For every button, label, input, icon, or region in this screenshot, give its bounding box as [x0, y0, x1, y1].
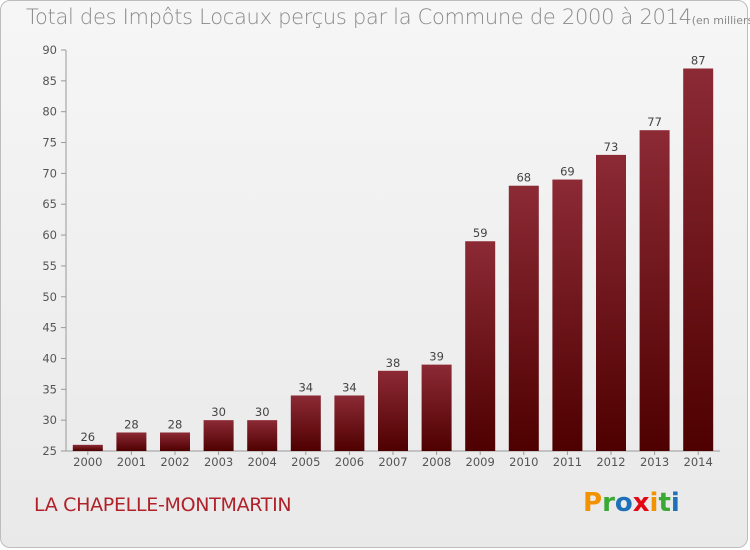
proxiti-logo: Proxiti [583, 488, 680, 518]
bar-2004 [247, 420, 278, 451]
y-tick-label: 80 [42, 105, 57, 119]
x-tick-label-2011: 2011 [553, 455, 582, 469]
bar-2007 [378, 370, 408, 451]
x-tick-label-2014: 2014 [684, 455, 713, 469]
y-tick-label: 75 [42, 136, 57, 150]
data-label-2005: 34 [298, 380, 313, 394]
x-tick-label-2006: 2006 [335, 455, 364, 469]
bar-2000 [72, 444, 103, 451]
data-label-2012: 73 [604, 140, 619, 154]
logo-letter: x [632, 488, 650, 518]
data-label-2014: 87 [691, 54, 706, 68]
logo-letter: i [649, 488, 659, 518]
y-tick-label: 70 [42, 166, 57, 180]
x-tick-label-2004: 2004 [248, 455, 277, 469]
data-label-2001: 28 [124, 417, 139, 431]
bar-2006 [334, 395, 365, 451]
y-tick-label: 60 [42, 228, 57, 242]
data-label-2009: 59 [473, 226, 488, 240]
x-tick-label-2013: 2013 [640, 455, 669, 469]
data-label-2003: 30 [211, 405, 226, 419]
bar-2010 [508, 185, 539, 451]
bar-2013 [639, 130, 670, 451]
chart-title-block: Total des Impôts Locaux perçus par la Co… [26, 5, 750, 29]
data-label-2002: 28 [168, 417, 183, 431]
data-label-2006: 34 [342, 380, 357, 394]
data-label-2011: 69 [560, 165, 575, 179]
bar-2014 [683, 68, 714, 451]
bar-2012 [596, 154, 626, 451]
data-label-2007: 38 [386, 356, 401, 370]
x-tick-label-2009: 2009 [466, 455, 495, 469]
x-tick-label-2001: 2001 [117, 455, 146, 469]
y-tick-label: 85 [42, 74, 57, 88]
x-tick-label-2002: 2002 [160, 455, 189, 469]
x-tick-label-2003: 2003 [204, 455, 233, 469]
logo-letter: r [602, 488, 615, 518]
bar-2011 [552, 179, 583, 452]
logo-letter: o [614, 488, 633, 518]
chart-bars: 26 28 28 30 30 34 34 38 39 59 68 69 73 77 87 [72, 54, 714, 452]
bar-2005 [290, 395, 321, 451]
y-tick-label: 45 [42, 321, 57, 335]
bar-2001 [116, 432, 147, 451]
y-tick-label: 35 [42, 382, 57, 396]
y-tick-label: 25 [42, 444, 57, 458]
commune-name: LA CHAPELLE-MONTMARTIN [34, 494, 292, 516]
x-tick-label-2007: 2007 [378, 455, 407, 469]
data-label-2004: 30 [255, 405, 270, 419]
x-tick-label-2010: 2010 [509, 455, 538, 469]
y-tick-label: 55 [42, 259, 57, 273]
chart-subtitle: (en milliers d'€) [691, 14, 750, 27]
x-tick-label-2000: 2000 [73, 455, 102, 469]
bar-2008 [421, 364, 452, 451]
data-label-2000: 26 [80, 430, 95, 444]
y-tick-label: 40 [42, 351, 57, 365]
bar-2003 [203, 420, 234, 451]
y-tick-label: 65 [42, 197, 57, 211]
bar-2002 [160, 432, 190, 451]
data-label-2010: 68 [516, 171, 531, 185]
y-tick-label: 90 [42, 43, 57, 57]
y-tick-label: 50 [42, 290, 57, 304]
bar-2009 [465, 241, 496, 451]
x-tick-label-2012: 2012 [596, 455, 625, 469]
x-tick-label-2005: 2005 [291, 455, 320, 469]
y-tick-label: 30 [42, 413, 57, 427]
data-label-2013: 77 [647, 115, 662, 129]
logo-letter: i [670, 488, 680, 518]
data-label-2008: 39 [429, 350, 444, 364]
chart-title: Total des Impôts Locaux perçus par la Co… [26, 5, 692, 29]
x-tick-label-2008: 2008 [422, 455, 451, 469]
logo-letter: P [583, 488, 603, 518]
logo-letter: t [658, 488, 671, 518]
